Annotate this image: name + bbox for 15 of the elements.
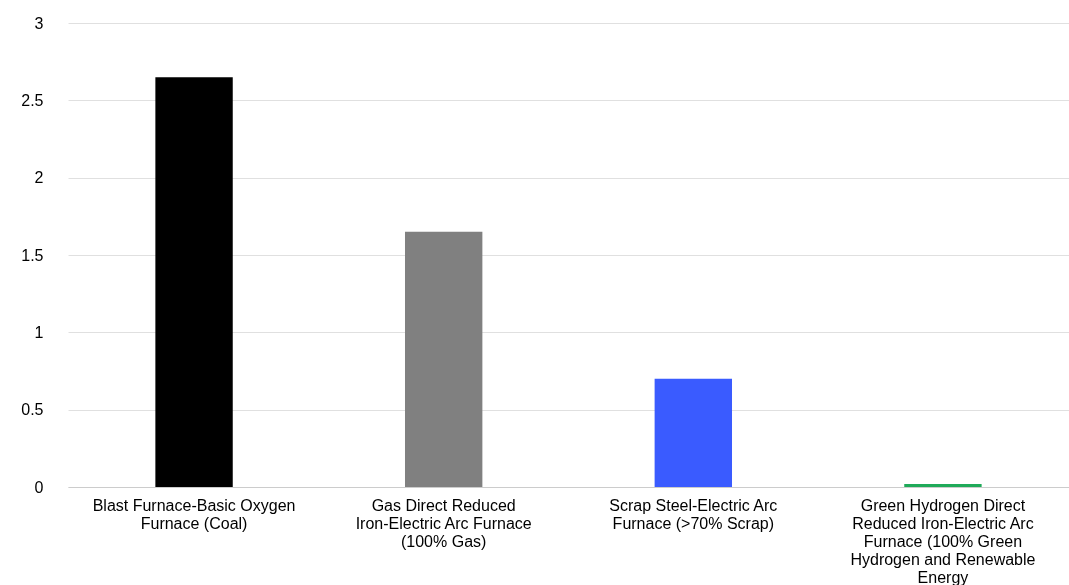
bar (904, 483, 982, 487)
x-tick-label: Blast Furnace-Basic Oxygen Furnace (Coal) (92, 496, 296, 532)
bar (405, 231, 483, 487)
bar (654, 378, 732, 487)
y-tick-label: 2.5 (21, 91, 44, 109)
y-tick-label: 0 (34, 478, 44, 496)
y-tick-label: 2 (34, 169, 44, 187)
x-tick-label: Gas Direct Reduced Iron-Electric Arc Furnace (100% Gas) (355, 496, 532, 550)
x-tick-label: Green Hydrogen Direct Reduced Iron-Electric Arc Furnace (100% Green Hydrogen and Renewable Energy (850, 496, 1036, 585)
bar (155, 77, 233, 487)
y-tick-label: 1.5 (21, 246, 44, 264)
x-tick-label: Scrap Steel-Electric Arc Furnace (>70% Scrap) (609, 496, 778, 532)
y-tick-label: 1 (34, 323, 44, 341)
y-tick-label: 3 (34, 14, 44, 32)
y-tick-label: 0.5 (21, 401, 44, 419)
